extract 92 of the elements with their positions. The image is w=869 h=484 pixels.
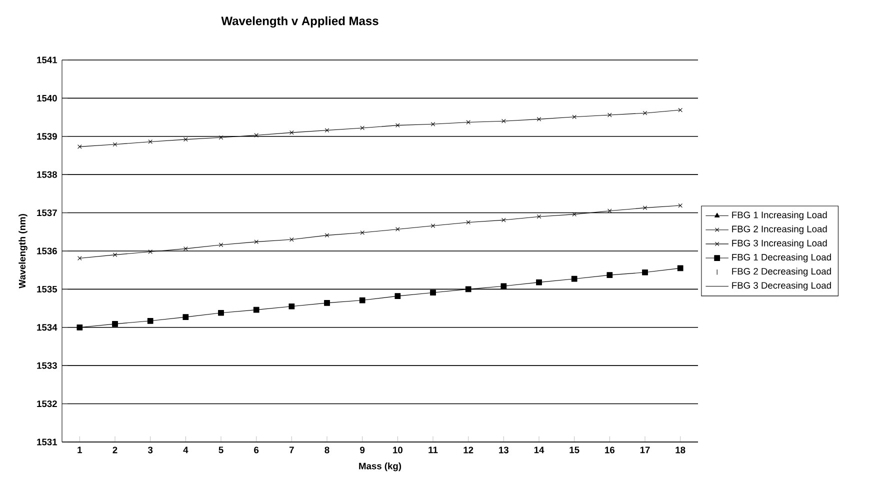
point: [76, 324, 83, 330]
point: [254, 133, 258, 138]
x-tick-label: 4: [183, 446, 188, 454]
point: [536, 279, 542, 286]
y-tick-label: 1539: [37, 133, 57, 140]
point: [253, 306, 260, 313]
x-tick-label: 12: [464, 446, 474, 454]
x-tick-label: 6: [254, 446, 259, 454]
point: [572, 114, 576, 120]
point: [678, 203, 682, 208]
point: [500, 283, 507, 290]
legend-label: FBG 1 Decreasing Load: [732, 254, 831, 262]
legend-label: FBG 2 Decreasing Load: [732, 268, 831, 276]
x-tick-label: 9: [360, 446, 365, 454]
legend-label: FBG 3 Increasing Load: [732, 240, 827, 248]
y-axis-title: Wavelength (nm): [18, 214, 28, 288]
point: [502, 218, 506, 222]
x-tick-label: 1: [78, 446, 82, 454]
point: [218, 310, 224, 316]
y-tick-label: 1532: [37, 400, 57, 408]
legend-label: FBG 3 Decreasing Load: [732, 282, 831, 291]
point: [147, 318, 154, 324]
point: [394, 293, 401, 299]
y-tick-label: 1541: [37, 56, 58, 64]
x-tick-label: 14: [534, 446, 544, 454]
point: [148, 250, 152, 254]
point: [182, 314, 189, 320]
legend-label: FBG 2 Increasing Load: [732, 225, 827, 234]
x-tick-label: 3: [148, 446, 153, 454]
chart-title: Wavelength v Applied Mass: [221, 16, 378, 28]
y-tick-label: 1531: [37, 438, 58, 446]
point: [78, 256, 82, 260]
x-tick-label: 10: [393, 446, 402, 454]
point: [112, 142, 118, 147]
x-tick-label: 13: [499, 446, 509, 454]
point: [642, 110, 648, 116]
x-tick-label: 11: [428, 446, 438, 454]
x-tick-label: 2: [112, 446, 118, 454]
point: [112, 252, 118, 257]
point: [571, 276, 578, 282]
x-tick-label: 15: [570, 446, 580, 454]
point: [184, 137, 188, 142]
point: [430, 290, 436, 296]
y-tick-label: 1537: [37, 209, 57, 216]
point: [642, 269, 648, 276]
point: [430, 122, 436, 126]
point: [430, 224, 436, 228]
x-tick-label: 7: [289, 446, 294, 454]
point: [572, 212, 576, 216]
point: [324, 300, 330, 306]
point: [359, 297, 366, 304]
point: [677, 265, 684, 272]
point: [184, 246, 188, 251]
legend-label: FBG 1 Increasing Load: [732, 211, 827, 220]
point: [536, 214, 542, 219]
point: [148, 140, 152, 144]
point: [396, 227, 400, 232]
point: [608, 112, 612, 118]
y-tick-label: 1533: [37, 362, 57, 369]
point: [324, 128, 330, 132]
x-axis-title: Mass (kg): [359, 462, 402, 472]
x-tick-label: 18: [676, 446, 686, 454]
line-series: [78, 203, 682, 260]
point: [360, 126, 364, 130]
y-tick-label: 1534: [37, 324, 58, 331]
point: [290, 130, 294, 135]
point: [466, 120, 470, 124]
point: [288, 303, 295, 310]
point: [360, 230, 364, 235]
point: [290, 237, 294, 242]
x-tick-label: 8: [324, 446, 330, 454]
y-tick-label: 1538: [37, 171, 57, 178]
point: [218, 135, 224, 140]
point: [606, 272, 613, 278]
point: [218, 242, 224, 248]
x-tick-label: 17: [640, 446, 650, 454]
point: [642, 206, 648, 210]
point: [254, 240, 258, 244]
x-tick-label: 16: [605, 446, 615, 454]
point: [678, 108, 682, 112]
point: [465, 286, 472, 292]
point: [466, 220, 470, 224]
point: [78, 144, 82, 149]
point: [536, 117, 542, 122]
point: [502, 118, 506, 124]
x-tick-label: 5: [218, 446, 224, 454]
point: [324, 233, 330, 238]
y-tick-label: 1536: [37, 248, 57, 254]
y-tick-label: 1535: [37, 286, 58, 292]
point: [112, 321, 118, 327]
point: [396, 123, 400, 128]
y-tick-label: 1540: [37, 94, 57, 102]
